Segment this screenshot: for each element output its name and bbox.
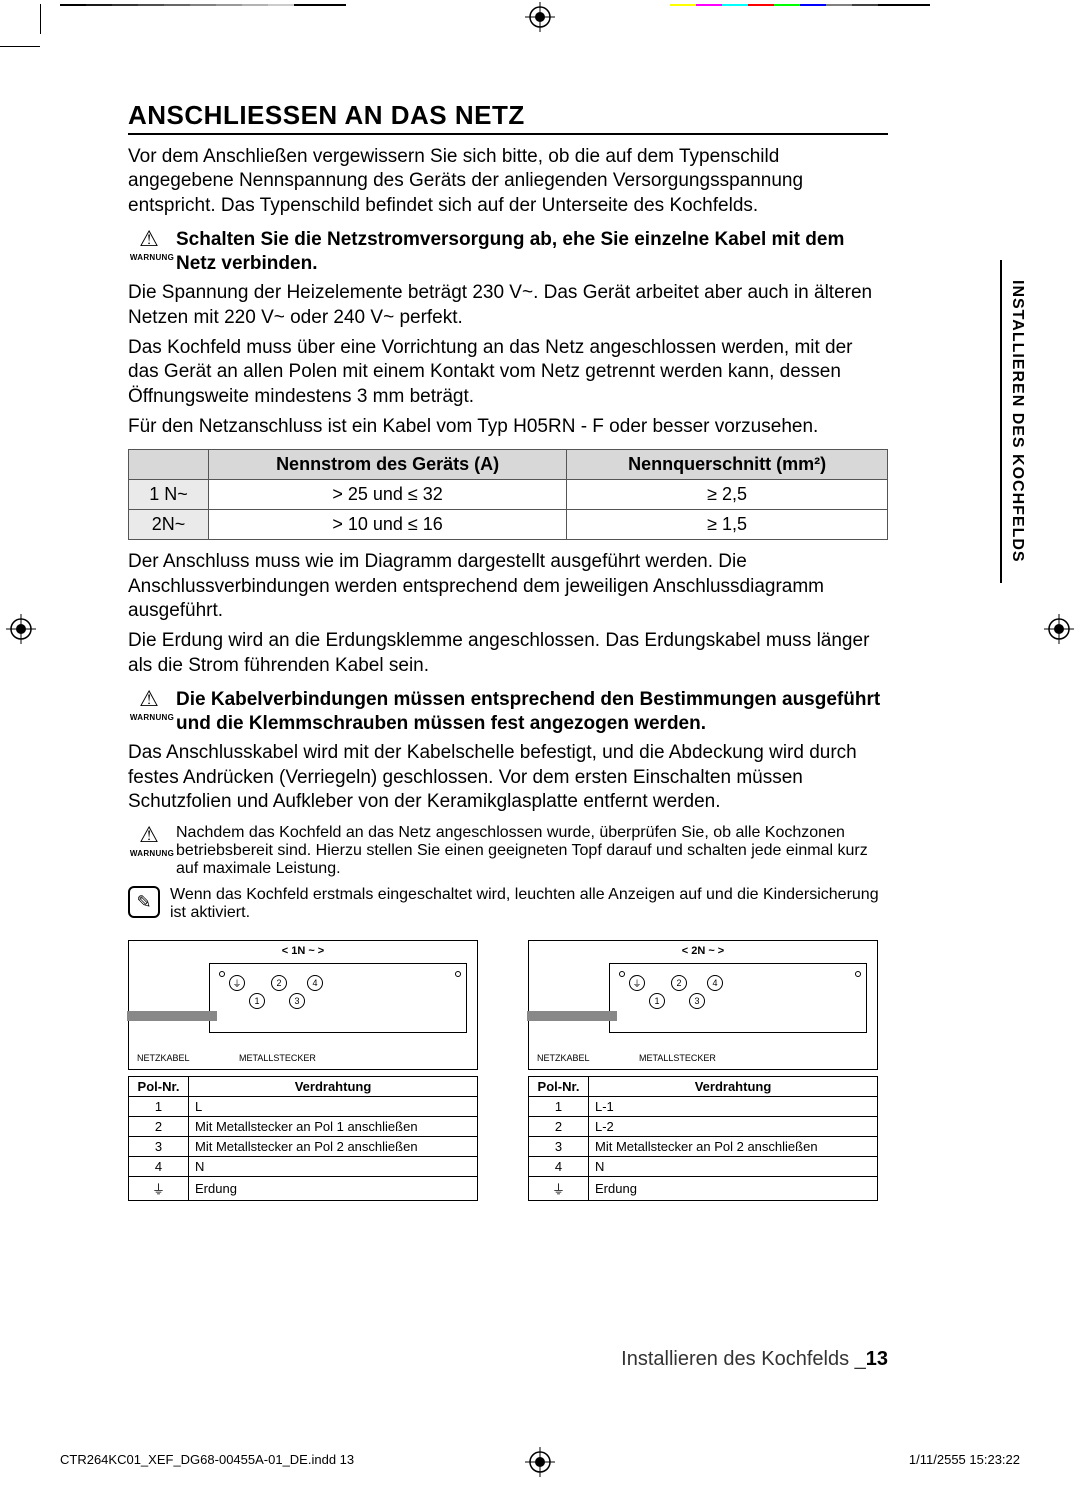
table-cell: Erdung — [189, 1177, 478, 1201]
warning-text: Die Kabelverbindungen müssen entsprechen… — [176, 688, 888, 736]
table-cell: Erdung — [589, 1177, 878, 1201]
table-cell: L-2 — [589, 1117, 878, 1137]
paragraph: Der Anschluss muss wie im Diagramm darge… — [128, 550, 888, 623]
spec-table: Nennstrom des Geräts (A) Nennquerschnitt… — [128, 449, 888, 540]
table-header: Verdrahtung — [589, 1077, 878, 1097]
table-cell: L — [189, 1097, 478, 1117]
table-cell: 2 — [129, 1117, 189, 1137]
paragraph: Die Erdung wird an die Erdungsklemme ang… — [128, 629, 888, 678]
diagram-label: NETZKABEL — [537, 1053, 590, 1063]
table-header: Pol-Nr. — [529, 1077, 589, 1097]
table-header — [129, 450, 209, 480]
diagram-label: NETZKABEL — [137, 1053, 190, 1063]
table-cell: 1 — [129, 1097, 189, 1117]
table-header: Pol-Nr. — [129, 1077, 189, 1097]
warning-block-2: ⚠ WARNUNG Die Kabelverbindungen müssen e… — [128, 688, 888, 736]
footer-label: Installieren des Kochfelds _ — [621, 1348, 866, 1370]
table-cell: ≥ 2,5 — [567, 480, 888, 510]
intro-paragraph: Vor dem Anschließen vergewissern Sie sic… — [128, 145, 888, 218]
wiring-table-1n: Pol-Nr.Verdrahtung 1L 2Mit Metallstecker… — [128, 1076, 478, 1201]
registration-mark-icon — [6, 614, 36, 644]
section-title: ANSCHLIESSEN AN DAS NETZ — [128, 100, 888, 135]
table-cell: N — [589, 1157, 878, 1177]
table-header: Nennstrom des Geräts (A) — [209, 450, 567, 480]
table-cell: Mit Metallstecker an Pol 2 anschließen — [589, 1137, 878, 1157]
table-cell: 2 — [529, 1117, 589, 1137]
warning-icon: ⚠ — [139, 226, 159, 251]
diagrams-row: < 1N ~ > 1 2 3 4 ⏚ NETZKABEL METALLSTECK… — [128, 940, 888, 1201]
diagram-title: < 1N ~ > — [129, 945, 477, 957]
page-footer: Installieren des Kochfelds _13 — [128, 1348, 888, 1371]
registration-mark-icon — [525, 2, 555, 32]
table-cell: Mit Metallstecker an Pol 2 anschließen — [189, 1137, 478, 1157]
prepress-marks — [0, 0, 1080, 40]
paragraph: Die Spannung der Heizelemente beträgt 23… — [128, 281, 888, 330]
table-cell: > 10 und ≤ 16 — [209, 510, 567, 540]
warning-icon: ⚠ — [139, 686, 159, 711]
diagram-1n: < 1N ~ > 1 2 3 4 ⏚ NETZKABEL METALLSTECK… — [128, 940, 478, 1201]
table-cell: 3 — [529, 1137, 589, 1157]
page-number: 13 — [866, 1348, 888, 1370]
imprint-file: CTR264KC01_XEF_DG68-00455A-01_DE.indd 13 — [60, 1452, 354, 1467]
warning-text: Schalten Sie die Netzstromversorgung ab,… — [176, 228, 888, 276]
warning-label: WARNUNG — [128, 253, 176, 262]
table-header: Verdrahtung — [189, 1077, 478, 1097]
registration-mark-icon — [1044, 614, 1074, 644]
side-tab: INSTALLIEREN DES KOCHFELDS — [1000, 260, 1032, 583]
warning-label: WARNUNG — [128, 849, 176, 858]
paragraph: Das Anschlusskabel wird mit der Kabelsch… — [128, 741, 888, 814]
table-cell: 4 — [529, 1157, 589, 1177]
warning-label: WARNUNG — [128, 713, 176, 722]
paragraph: Für den Netzanschluss ist ein Kabel vom … — [128, 415, 888, 439]
table-cell: 4 — [129, 1157, 189, 1177]
table-cell: ≥ 1,5 — [567, 510, 888, 540]
warning-block-3: ⚠ WARNUNG Nachdem das Kochfeld an das Ne… — [128, 824, 888, 878]
paragraph: Das Kochfeld muss über eine Vorrichtung … — [128, 336, 888, 409]
diagram-label: METALLSTECKER — [239, 1053, 316, 1063]
diagram-2n: < 2N ~ > 1 2 3 4 ⏚ NETZKABEL METALLSTECK… — [528, 940, 878, 1201]
table-cell: 3 — [129, 1137, 189, 1157]
page-content: ANSCHLIESSEN AN DAS NETZ Vor dem Anschli… — [128, 100, 888, 1201]
table-cell: N — [189, 1157, 478, 1177]
table-header: Nennquerschnitt (mm²) — [567, 450, 888, 480]
table-cell: > 25 und ≤ 32 — [209, 480, 567, 510]
note-block: ✎ Wenn das Kochfeld erstmals eingeschalt… — [128, 886, 888, 922]
warning-icon: ⚠ — [139, 822, 159, 847]
table-cell: 1 N~ — [129, 480, 209, 510]
table-cell: ⏚ — [529, 1177, 589, 1201]
diagram-label: METALLSTECKER — [639, 1053, 716, 1063]
diagram-title: < 2N ~ > — [529, 945, 877, 957]
table-cell: 1 — [529, 1097, 589, 1117]
wiring-diagram-1n: < 1N ~ > 1 2 3 4 ⏚ NETZKABEL METALLSTECK… — [128, 940, 478, 1070]
wiring-table-2n: Pol-Nr.Verdrahtung 1L-1 2L-2 3Mit Metall… — [528, 1076, 878, 1201]
warning-text: Nachdem das Kochfeld an das Netz angesch… — [176, 824, 888, 878]
table-cell: ⏚ — [129, 1177, 189, 1201]
table-cell: L-1 — [589, 1097, 878, 1117]
table-cell: 2N~ — [129, 510, 209, 540]
note-icon: ✎ — [128, 886, 160, 918]
note-text: Wenn das Kochfeld erstmals eingeschaltet… — [170, 886, 888, 922]
imprint-date: 1/11/2555 15:23:22 — [909, 1452, 1020, 1467]
imprint-line: CTR264KC01_XEF_DG68-00455A-01_DE.indd 13… — [60, 1452, 1020, 1467]
table-cell: Mit Metallstecker an Pol 1 anschließen — [189, 1117, 478, 1137]
warning-block-1: ⚠ WARNUNG Schalten Sie die Netzstromvers… — [128, 228, 888, 276]
wiring-diagram-2n: < 2N ~ > 1 2 3 4 ⏚ NETZKABEL METALLSTECK… — [528, 940, 878, 1070]
